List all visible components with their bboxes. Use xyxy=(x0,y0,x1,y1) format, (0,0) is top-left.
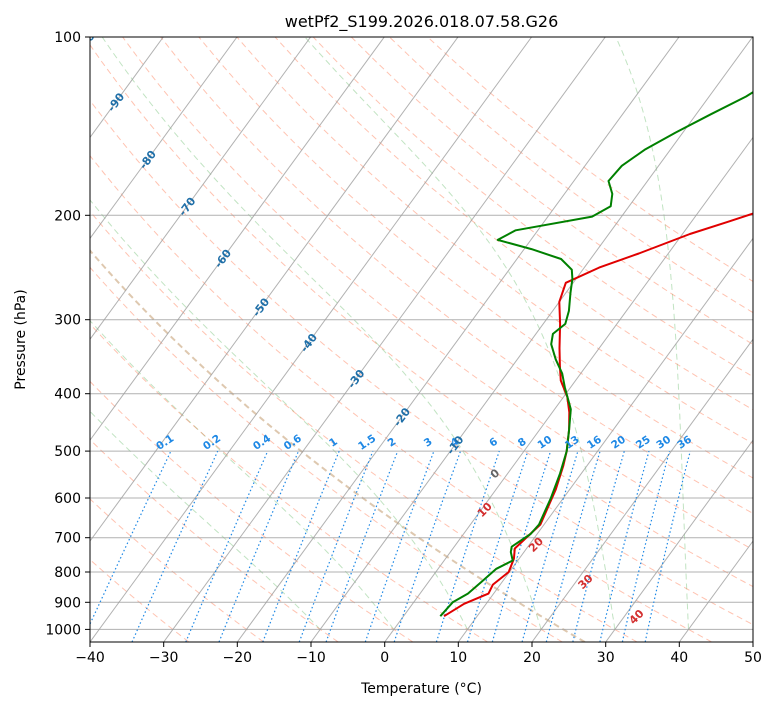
dry-adiabat-line xyxy=(160,37,753,514)
dewpoint-profile-line xyxy=(439,91,753,617)
mixing-ratio-line xyxy=(572,450,625,642)
chart-title: wetPf2_S199.2026.018.07.58.G26 xyxy=(285,12,559,32)
mixing-ratio-line xyxy=(466,450,529,642)
isotherm-line xyxy=(90,37,459,542)
isobar-gridlines xyxy=(90,37,753,630)
y-tick-label: 800 xyxy=(54,565,81,581)
plot-frame xyxy=(89,36,754,643)
dry-adiabat-line xyxy=(236,37,753,445)
moist-adiabat-line xyxy=(90,319,395,630)
x-axis-ticks: −40 −30 −20 −10 0 10 20 30 40 50 xyxy=(75,642,762,666)
y-tick-label: 700 xyxy=(54,531,81,547)
x-tick-label: 20 xyxy=(523,650,541,666)
mixing-ratio-line xyxy=(491,450,552,642)
dry-adiabat-line xyxy=(90,44,753,588)
dry-adiabat-line xyxy=(90,323,488,642)
mixing-ratio-line xyxy=(644,450,691,642)
y-tick-label: 300 xyxy=(54,313,81,329)
isotherm-line xyxy=(90,37,238,240)
moist-adiabat-line xyxy=(90,410,321,630)
isotherm-line xyxy=(310,37,753,642)
mixing-ratio-line xyxy=(364,450,435,642)
sounding-series xyxy=(439,91,753,618)
x-tick-label: 10 xyxy=(449,650,467,666)
y-tick-label: 500 xyxy=(54,444,81,460)
moist-adiabat-line xyxy=(615,37,689,630)
isotherm-line xyxy=(163,37,606,642)
dry-adiabat-line xyxy=(90,266,563,642)
dry-adiabat-line xyxy=(90,154,712,642)
mixing-ratio-line xyxy=(218,450,300,642)
x-tick-label: 30 xyxy=(597,650,615,666)
x-tick-label: −10 xyxy=(296,650,326,666)
mixing-ratio-line xyxy=(185,450,269,642)
temperature-profile-line xyxy=(443,212,753,618)
mixing-ratio-line xyxy=(621,450,671,642)
mixing-ratio-line xyxy=(298,450,374,642)
dry-adiabat-line xyxy=(312,37,753,378)
x-tick-label: −30 xyxy=(149,650,179,666)
mixing-ratio-line xyxy=(393,450,462,642)
moist-adiabat-line xyxy=(304,37,616,630)
x-tick-label: −20 xyxy=(223,650,253,666)
y-tick-label: 600 xyxy=(54,491,81,507)
isotherm-line xyxy=(457,237,753,642)
mixing-ratio-line xyxy=(262,450,340,642)
y-tick-label: 900 xyxy=(54,595,81,611)
dry-adiabat-line xyxy=(122,37,753,551)
x-axis-label: Temperature (°C) xyxy=(360,681,482,697)
mixing-ratio-line xyxy=(325,450,399,642)
y-axis-ticks: 100 200 300 400 500 600 700 800 900 1000 xyxy=(45,30,90,638)
isotherm-line xyxy=(90,37,312,341)
y-tick-label: 100 xyxy=(54,30,81,46)
dry-adiabat-line xyxy=(198,37,753,479)
dry-adiabat-line xyxy=(427,37,753,283)
x-tick-label: −40 xyxy=(75,650,105,666)
plot-background xyxy=(90,37,753,642)
y-tick-label: 1000 xyxy=(45,622,81,638)
moist-adiabats xyxy=(90,37,689,630)
x-tick-label: 50 xyxy=(744,650,762,666)
dry-adiabat-line xyxy=(274,37,753,411)
mixing-ratio-line xyxy=(521,450,579,642)
mixing-ratio-line xyxy=(599,450,650,642)
y-tick-label: 200 xyxy=(54,208,81,224)
isotherm-line xyxy=(90,37,385,442)
mixing-ratio-lines xyxy=(90,450,691,642)
mixing-ratio-line xyxy=(545,450,601,642)
x-tick-label: 0 xyxy=(380,650,389,666)
dry-adiabat-line xyxy=(90,99,753,626)
moist-adiabat-line xyxy=(101,37,542,630)
isotherm-line xyxy=(236,37,680,642)
y-axis-label: Pressure (hPa) xyxy=(13,289,29,389)
highlight-adiabat-line xyxy=(90,249,586,642)
mixing-ratio-line xyxy=(435,450,500,642)
y-tick-label: 400 xyxy=(54,387,81,403)
dry-adiabats xyxy=(90,37,753,642)
isotherm-line xyxy=(605,439,753,642)
mixing-ratio-line xyxy=(131,450,219,642)
dry-adiabat-line xyxy=(90,210,638,642)
x-tick-label: 40 xyxy=(670,650,688,666)
isotherm-line xyxy=(90,37,533,642)
